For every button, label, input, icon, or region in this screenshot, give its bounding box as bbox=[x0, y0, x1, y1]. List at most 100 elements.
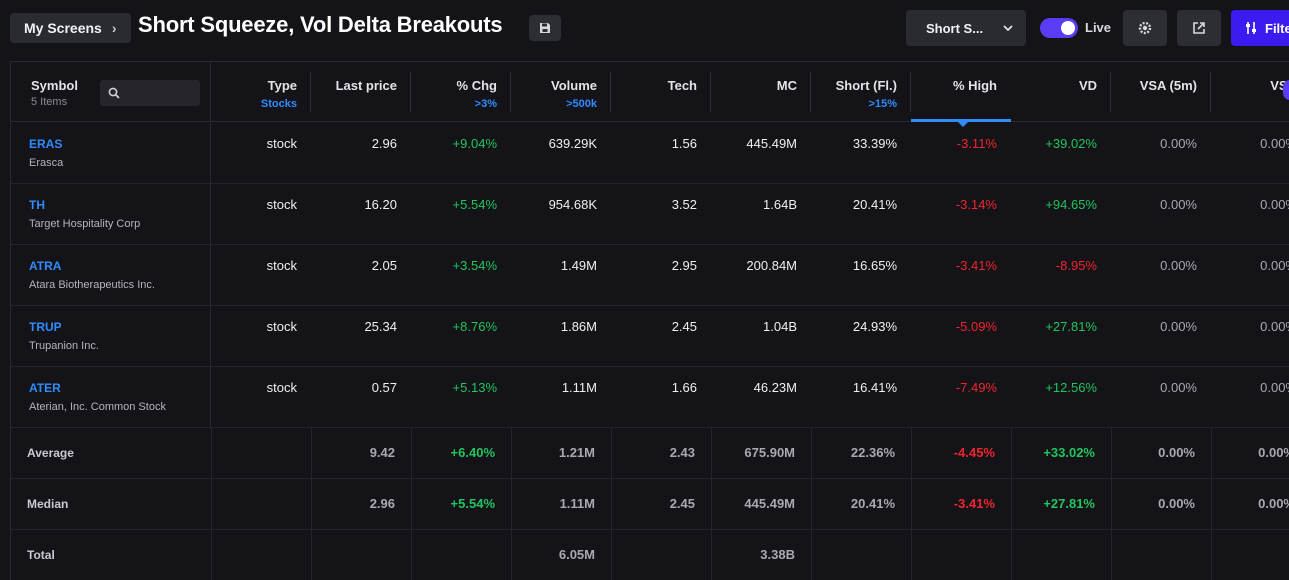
column-header-label: Short (Fl.) bbox=[835, 78, 897, 93]
cell-price: 16.20 bbox=[364, 197, 397, 212]
cell-price: 25.34 bbox=[364, 319, 397, 334]
cell-volume: 1.49M bbox=[560, 258, 597, 273]
symbol-cell[interactable]: TRUP Trupanion Inc. bbox=[11, 306, 211, 367]
cell-vd: -8.95% bbox=[1055, 258, 1097, 273]
cell-high: -7.49% bbox=[955, 380, 997, 395]
cell-mc: 1.64B bbox=[763, 197, 797, 212]
cell-short: 20.41% bbox=[852, 197, 897, 212]
ticker-link[interactable]: ERAS bbox=[29, 137, 63, 151]
symbol-cell[interactable]: ATER Aterian, Inc. Common Stock bbox=[11, 367, 211, 428]
settings-button[interactable] bbox=[1123, 10, 1167, 46]
cell-chg: +3.54% bbox=[452, 258, 497, 273]
column-divider bbox=[1210, 72, 1211, 112]
column-filter-label: >15% bbox=[868, 98, 897, 110]
symbol-column-header[interactable]: Symbol 5 Items bbox=[11, 62, 211, 122]
chevron-right-icon: › bbox=[111, 20, 117, 36]
ticker-link[interactable]: ATRA bbox=[29, 259, 62, 273]
cell-type: stock bbox=[266, 380, 297, 395]
column-header-label: MC bbox=[776, 78, 797, 93]
cell-vsa: 0.00% bbox=[1260, 380, 1289, 395]
live-toggle[interactable] bbox=[1040, 18, 1078, 38]
ticker-link[interactable]: TRUP bbox=[29, 320, 62, 334]
column-header-price[interactable]: Last price bbox=[311, 62, 411, 122]
company-name: Target Hospitality Corp bbox=[29, 218, 141, 230]
scroll-indicator[interactable] bbox=[1283, 80, 1289, 100]
summary-cell-vd: +27.81% bbox=[1043, 496, 1095, 511]
cell-tech: 2.45 bbox=[671, 319, 697, 334]
cell-high: -5.09% bbox=[955, 319, 997, 334]
search-input[interactable] bbox=[126, 86, 196, 100]
column-filter-label: >3% bbox=[474, 98, 497, 110]
filter-icon bbox=[1246, 22, 1256, 34]
cell-volume: 954.68K bbox=[548, 197, 597, 212]
summary-cell-high: -3.41% bbox=[953, 496, 995, 511]
summary-cell-vd: +33.02% bbox=[1043, 445, 1095, 460]
filter-button[interactable]: Filte bbox=[1231, 10, 1289, 46]
summary-divider bbox=[211, 428, 212, 580]
table-row[interactable]: TH Target Hospitality Corp stock 16.20 +5.54… bbox=[11, 184, 1289, 245]
screen-select-dropdown[interactable]: Short S... bbox=[906, 10, 1026, 46]
summary-cell-tech: 2.45 bbox=[669, 496, 695, 511]
summary-cell-volume: 1.11M bbox=[559, 496, 595, 511]
table-row[interactable]: ERAS Erasca stock 2.96 +9.04% 639.29K 1.56 445.… bbox=[11, 123, 1289, 184]
cell-vsa5: 0.00% bbox=[1160, 197, 1197, 212]
symbol-cell[interactable]: ATRA Atara Biotherapeutics Inc. bbox=[11, 245, 211, 306]
column-header-label: % High bbox=[952, 78, 997, 93]
screener-table: Symbol 5 Items Type Stocks Last price % Chg… bbox=[10, 61, 1289, 580]
cell-vsa5: 0.00% bbox=[1160, 319, 1197, 334]
summary-divider bbox=[811, 428, 812, 580]
cell-volume: 1.86M bbox=[560, 319, 597, 334]
cell-vsa: 0.00% bbox=[1260, 136, 1289, 151]
filter-label: Filte bbox=[1265, 20, 1289, 36]
symbol-cell[interactable]: ERAS Erasca bbox=[11, 123, 211, 184]
open-external-button[interactable] bbox=[1177, 10, 1221, 46]
cell-tech: 3.52 bbox=[671, 197, 697, 212]
summary-label: Total bbox=[27, 548, 55, 562]
cell-type: stock bbox=[266, 319, 297, 334]
column-header-mc[interactable]: MC bbox=[711, 62, 811, 122]
ticker-link[interactable]: ATER bbox=[29, 381, 61, 395]
column-header-chg[interactable]: % Chg >3% bbox=[411, 62, 511, 122]
cell-price: 2.96 bbox=[371, 136, 397, 151]
my-screens-breadcrumb[interactable]: My Screens › bbox=[10, 13, 131, 43]
column-header-tech[interactable]: Tech bbox=[611, 62, 711, 122]
cell-high: -3.14% bbox=[955, 197, 997, 212]
search-icon bbox=[108, 87, 120, 99]
table-row[interactable]: ATRA Atara Biotherapeutics Inc. stock 2.05 +… bbox=[11, 245, 1289, 306]
column-header-label: Last price bbox=[335, 78, 397, 93]
cell-vsa: 0.00% bbox=[1260, 319, 1289, 334]
column-header-vd[interactable]: VD bbox=[1011, 62, 1111, 122]
summary-cell-price: 2.96 bbox=[369, 496, 395, 511]
cell-chg: +5.13% bbox=[452, 380, 497, 395]
column-header-vsa[interactable]: VSA bbox=[1211, 62, 1289, 122]
ticker-link[interactable]: TH bbox=[29, 198, 45, 212]
column-header-short[interactable]: Short (Fl.) >15% bbox=[811, 62, 911, 122]
column-header-type[interactable]: Type Stocks bbox=[211, 62, 311, 122]
cell-vd: +12.56% bbox=[1045, 380, 1097, 395]
table-row[interactable]: ATER Aterian, Inc. Common Stock stock 0.57 +… bbox=[11, 367, 1289, 428]
cell-vsa5: 0.00% bbox=[1160, 136, 1197, 151]
cell-chg: +9.04% bbox=[452, 136, 497, 151]
cell-vd: +94.65% bbox=[1045, 197, 1097, 212]
table-row[interactable]: TRUP Trupanion Inc. stock 25.34 +8.76% 1.86M 2… bbox=[11, 306, 1289, 367]
summary-cell-volume: 1.21M bbox=[558, 445, 595, 460]
column-header-vsa5[interactable]: VSA (5m) bbox=[1111, 62, 1211, 122]
cell-mc: 445.49M bbox=[746, 136, 797, 151]
summary-cell-mc: 3.38B bbox=[760, 547, 795, 562]
column-divider bbox=[910, 72, 911, 112]
top-bar: My Screens › Short Squeeze, Vol Delta Br… bbox=[0, 0, 1289, 56]
company-name: Trupanion Inc. bbox=[29, 340, 99, 352]
symbol-cell[interactable]: TH Target Hospitality Corp bbox=[11, 184, 211, 245]
summary-row: Total 6.05M 3.38B bbox=[11, 530, 1289, 580]
save-button[interactable] bbox=[529, 15, 561, 41]
summary-cell-price: 9.42 bbox=[369, 445, 395, 460]
item-count: 5 Items bbox=[31, 96, 68, 108]
symbol-search[interactable] bbox=[100, 80, 200, 106]
summary-row: Median 2.96 +5.54% 1.11M 2.45 445.49M 20.41% -3… bbox=[11, 479, 1289, 530]
cell-high: -3.11% bbox=[956, 136, 997, 151]
company-name: Erasca bbox=[29, 157, 64, 169]
summary-cell-short: 22.36% bbox=[850, 445, 895, 460]
column-header-volume[interactable]: Volume >500k bbox=[511, 62, 611, 122]
column-header-high[interactable]: % High bbox=[911, 62, 1011, 127]
company-name: Atara Biotherapeutics Inc. bbox=[29, 279, 155, 291]
